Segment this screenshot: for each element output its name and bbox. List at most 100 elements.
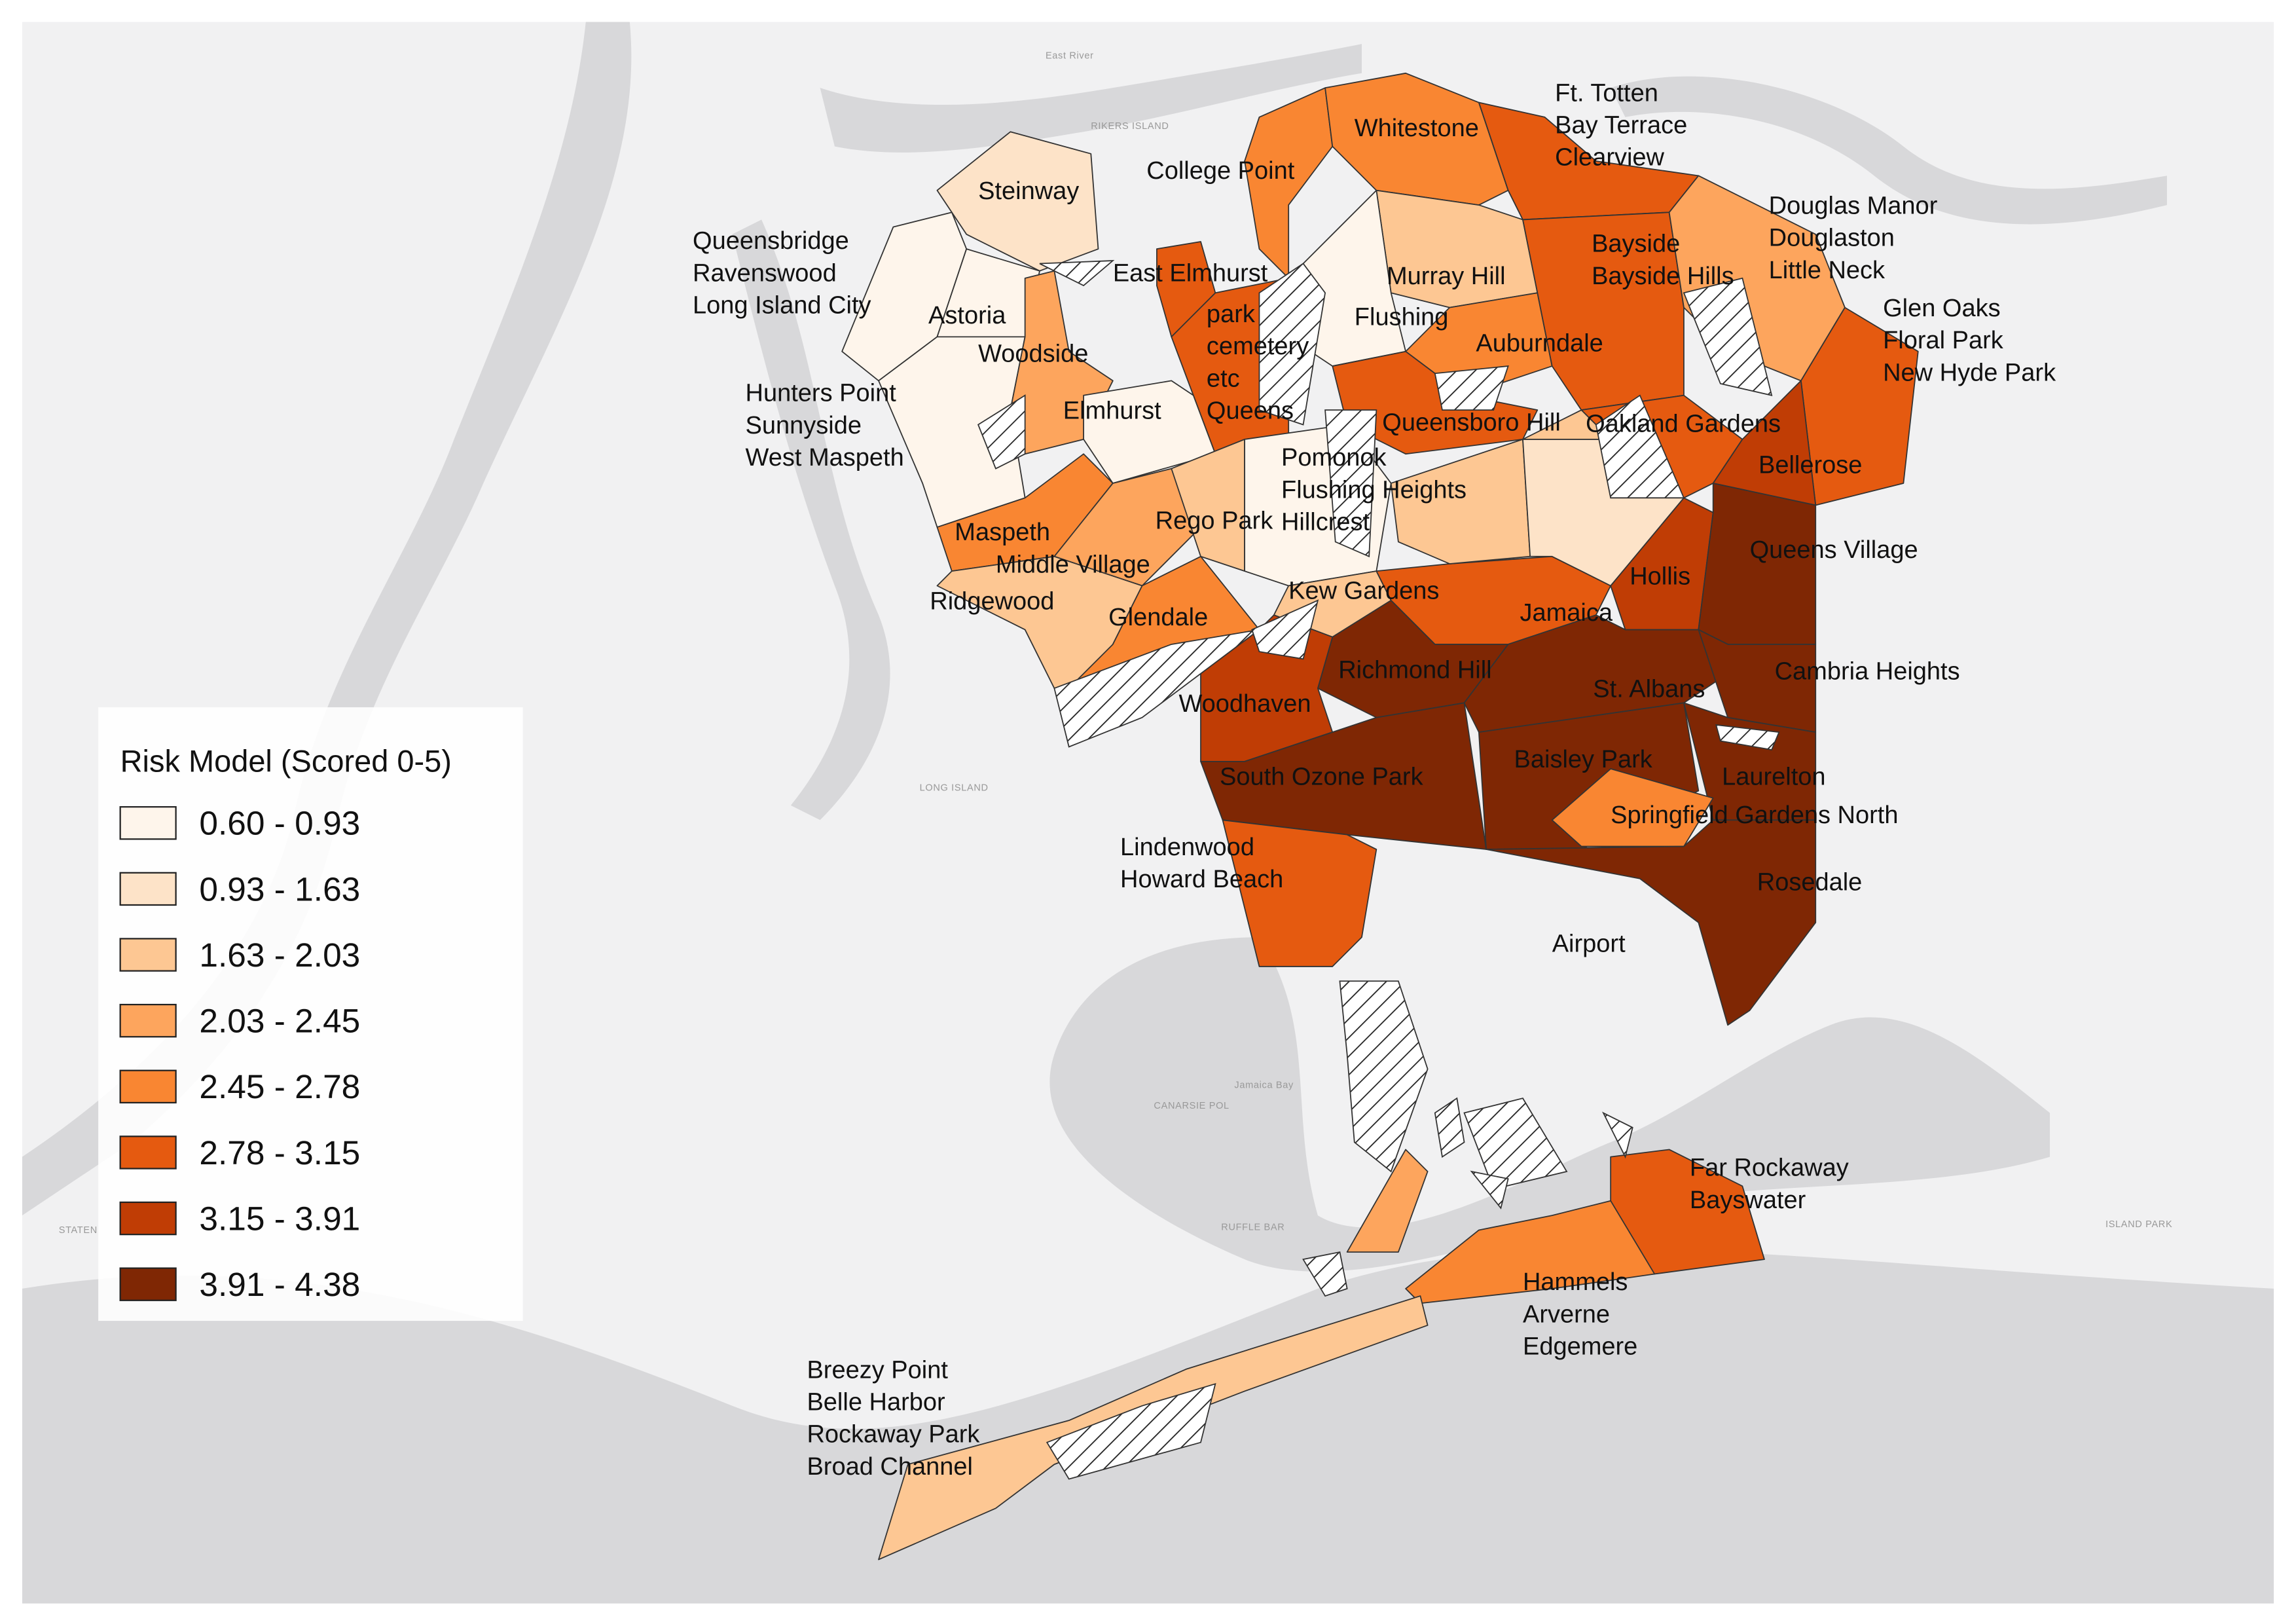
region-label: park xyxy=(1207,301,1256,328)
region-label: Laurelton xyxy=(1722,764,1825,791)
region-label: Rego Park xyxy=(1156,507,1274,534)
region-label: Springfield Gardens North xyxy=(1611,802,1898,829)
region xyxy=(1390,438,1531,564)
legend-label: 0.60 - 0.93 xyxy=(199,804,360,842)
region-label: Elmhurst xyxy=(1063,397,1161,425)
region-label: Arverne xyxy=(1523,1301,1610,1328)
region-label: College Point xyxy=(1146,157,1294,185)
basemap-label: LONG ISLAND xyxy=(920,783,989,794)
region xyxy=(1551,768,1714,847)
region xyxy=(936,131,1099,272)
legend-label: 2.78 - 3.15 xyxy=(199,1134,360,1172)
basemap-label: Jamaica Bay xyxy=(1234,1080,1294,1091)
region-label: Rockaway Park xyxy=(807,1421,980,1449)
region-label: Queens Village xyxy=(1750,536,1918,564)
region-label: Floral Park xyxy=(1883,327,2004,354)
region-label: Edgemere xyxy=(1523,1333,1637,1361)
no-data-area xyxy=(1039,260,1115,287)
no-data-area xyxy=(1601,1111,1633,1159)
no-data-area xyxy=(1595,394,1685,499)
airport-label: Airport xyxy=(1552,931,1626,958)
region-label: Auburndale xyxy=(1476,330,1603,358)
no-data-areas xyxy=(977,260,1780,1480)
region-label: Maspeth xyxy=(955,519,1050,546)
region-label: Hammels xyxy=(1523,1268,1628,1296)
no-data-area xyxy=(977,394,1026,470)
region-label: Douglaston xyxy=(1769,225,1895,252)
legend-items: 0.60 - 0.93 0.93 - 1.63 1.63 - 2.03 2.03 - … xyxy=(119,804,360,1303)
legend-title: Risk Model (Scored 0-5) xyxy=(120,744,452,779)
basemap-label: STATEN xyxy=(59,1225,98,1236)
region-label: Queensbridge xyxy=(693,227,849,255)
region-label: Bellerose xyxy=(1758,451,1862,479)
legend-swatch xyxy=(119,1135,177,1170)
region-label: Queensboro Hill xyxy=(1382,409,1560,436)
region-label: Middle Village xyxy=(996,551,1150,578)
no-data-area xyxy=(1434,1097,1465,1158)
legend-swatch xyxy=(119,872,177,906)
no-data-area xyxy=(1434,365,1509,411)
region-label: Flushing xyxy=(1355,303,1449,331)
region-label: Belle Harbor xyxy=(807,1389,945,1416)
region xyxy=(1324,72,1509,206)
region-label: Kew Gardens xyxy=(1288,578,1439,605)
region xyxy=(1485,819,1817,1026)
region-label: Hollis xyxy=(1630,563,1690,590)
region-label: Jamaica xyxy=(1520,599,1613,627)
region xyxy=(1800,306,1919,506)
region-label: Richmond Hill xyxy=(1338,656,1491,684)
region-label: Bayside xyxy=(1592,231,1680,258)
legend-label: 2.45 - 2.78 xyxy=(199,1067,360,1105)
basemap-label: ISLAND PARK xyxy=(2105,1219,2172,1230)
region-label: Bayside Hills xyxy=(1592,263,1734,290)
region-label: West Maspeth xyxy=(746,444,904,471)
region-label: Pomonok xyxy=(1281,444,1387,471)
region-label: East Elmhurst xyxy=(1113,259,1268,287)
region-label: Ft. Totten xyxy=(1555,79,1658,107)
region-label: Hillcrest xyxy=(1281,509,1370,536)
legend-label: 2.03 - 2.45 xyxy=(199,1002,360,1040)
region-label: Baisley Park xyxy=(1514,746,1653,773)
legend-swatch xyxy=(119,1069,177,1104)
region-label: Sunnyside xyxy=(746,412,862,439)
region-label: etc xyxy=(1207,365,1240,392)
legend: Risk Model (Scored 0-5) 0.60 - 0.93 0.93 … xyxy=(98,707,523,1321)
no-data-area xyxy=(1251,599,1319,660)
no-data-area xyxy=(1470,1170,1509,1209)
region-label: New Hyde Park xyxy=(1883,359,2056,386)
region-label: Steinway xyxy=(978,177,1079,205)
region-label: Murray Hill xyxy=(1387,263,1506,290)
region-label: Woodhaven xyxy=(1178,690,1311,718)
region-labels: Steinway Queensbridge Ravenswood Long Islan… xyxy=(693,79,2056,1481)
no-data-area xyxy=(1324,409,1377,558)
no-data-area xyxy=(1302,1251,1348,1297)
region-label: Hunters Point xyxy=(746,380,897,407)
region-label: Whitestone xyxy=(1355,115,1479,142)
basemap-label: East River xyxy=(1046,50,1094,61)
region-label: St. Albans xyxy=(1593,675,1705,703)
region-label: Astoria xyxy=(928,302,1006,329)
no-data-area xyxy=(1463,1098,1568,1190)
region-label: Bayswater xyxy=(1690,1187,1806,1214)
basemap-label: CANARSIE POL xyxy=(1154,1101,1229,1111)
legend-swatch xyxy=(119,806,177,840)
region-label: Cambria Heights xyxy=(1775,658,1960,686)
region-label: Long Island City xyxy=(693,292,871,320)
region-label: Glen Oaks xyxy=(1883,295,2001,322)
region-label: Howard Beach xyxy=(1120,866,1283,893)
legend-swatch xyxy=(119,938,177,972)
region-label: Little Neck xyxy=(1769,257,1886,284)
legend-label: 3.15 - 3.91 xyxy=(199,1199,360,1237)
region-label: Douglas Manor xyxy=(1769,192,1938,219)
region-label: Far Rockaway xyxy=(1690,1154,1849,1182)
region-label: Queens xyxy=(1207,397,1294,425)
region-label: Glendale xyxy=(1108,604,1208,631)
region-label: Bay Terrace xyxy=(1555,111,1687,139)
basemap-label: RUFFLE BAR xyxy=(1221,1222,1285,1232)
region-label: Rosedale xyxy=(1757,869,1863,896)
region-label: Lindenwood xyxy=(1120,834,1254,861)
no-data-area xyxy=(1715,724,1780,750)
legend-swatch xyxy=(119,1267,177,1301)
